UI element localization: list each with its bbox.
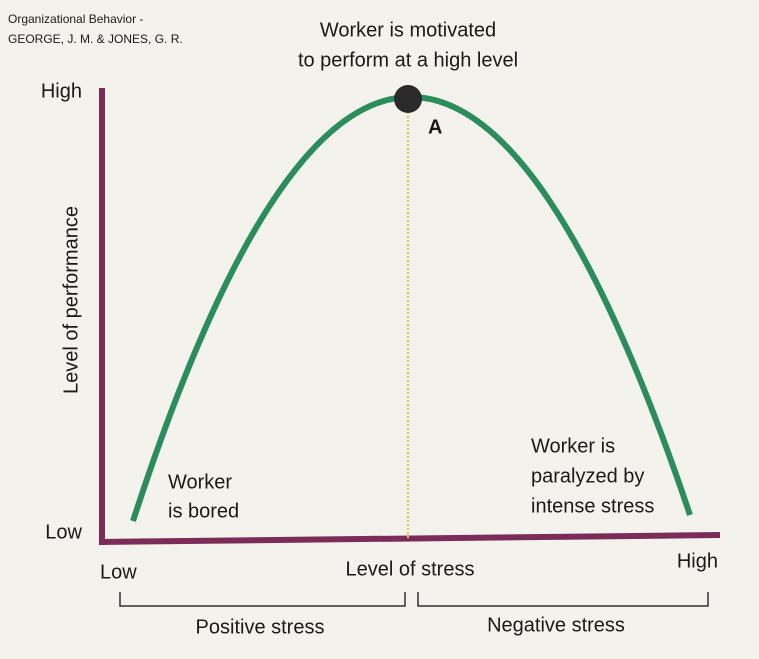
peak-label: Worker is motivated (320, 19, 496, 41)
source-line: Organizational Behavior - (8, 12, 143, 26)
range-label: Positive stress (196, 616, 325, 638)
source-line: GEORGE, J. M. & JONES, G. R. (8, 32, 183, 46)
range-label: Negative stress (487, 614, 625, 636)
x-low-label: Low (100, 561, 137, 583)
left-note: Worker (168, 471, 232, 493)
peak-label: to perform at a high level (298, 49, 518, 71)
right-note: paralyzed by (531, 465, 644, 487)
peak-point (394, 85, 422, 113)
x-axis-title: Level of stress (346, 558, 475, 580)
right-note: Worker is (531, 435, 615, 457)
y-low-label: Low (45, 521, 82, 543)
right-note: intense stress (531, 495, 654, 517)
point-label: A (428, 116, 442, 138)
y-high-label: High (41, 80, 82, 102)
x-axis (98, 532, 721, 545)
left-bracket (119, 592, 406, 607)
y-axis-title: Level of performance (60, 206, 82, 394)
x-high-label: High (677, 550, 718, 572)
right-bracket (417, 592, 709, 607)
left-note: is bored (168, 500, 239, 522)
